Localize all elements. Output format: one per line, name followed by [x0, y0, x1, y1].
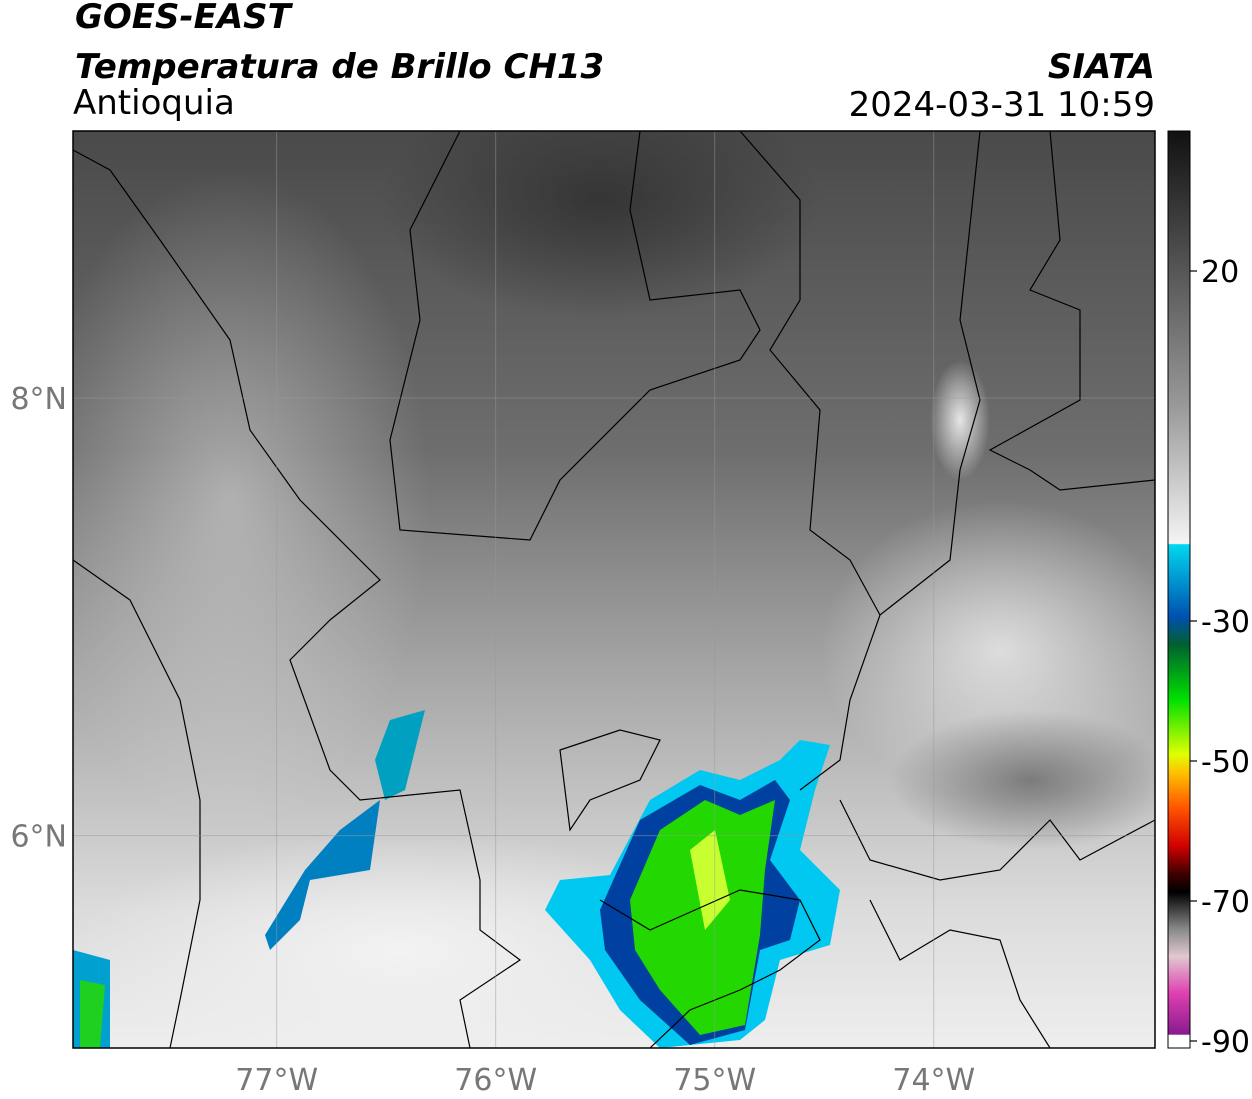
y-tick-label: 8°N [10, 382, 67, 417]
axes: 77°W 76°W 75°W 74°W 6°N 8°N 20 -30 -50 -70 -90 [10, 255, 1250, 1098]
storm-core [630, 800, 775, 1035]
colorbar-tick-label: -50 [1201, 745, 1250, 780]
cloud-field [73, 170, 430, 830]
cloud-field [930, 360, 990, 480]
x-tick-label: 76°W [454, 1063, 537, 1098]
graticule [73, 131, 1155, 1048]
title: GOES-EAST [75, 0, 294, 37]
y-tick-label: 6°N [10, 820, 67, 855]
colorbar-tick-label: -30 [1201, 605, 1250, 640]
source: SIATA [1048, 47, 1155, 87]
storm-cell [375, 710, 425, 800]
colorbar-tick-label: -70 [1201, 885, 1250, 920]
satellite-image [73, 131, 1155, 1048]
storm-cell [265, 800, 380, 950]
colorbar-tick-label: 20 [1201, 255, 1239, 290]
colorbar-tick-label: -90 [1201, 1025, 1250, 1060]
x-tick-label: 74°W [892, 1063, 975, 1098]
subtitle: Temperatura de Brillo CH13 [75, 47, 604, 87]
storm-cell [80, 980, 105, 1048]
x-tick-label: 77°W [235, 1063, 318, 1098]
x-tick-label: 75°W [673, 1063, 756, 1098]
colorbar [1167, 130, 1191, 1049]
boundaries [73, 131, 1155, 1048]
region: Antioquia [73, 83, 235, 123]
dark-area [890, 710, 1155, 850]
storm-peak [690, 830, 730, 930]
map-frame [72, 130, 1156, 1049]
datetime: 2024-03-31 10:59 [849, 85, 1155, 125]
dark-area [380, 131, 820, 320]
